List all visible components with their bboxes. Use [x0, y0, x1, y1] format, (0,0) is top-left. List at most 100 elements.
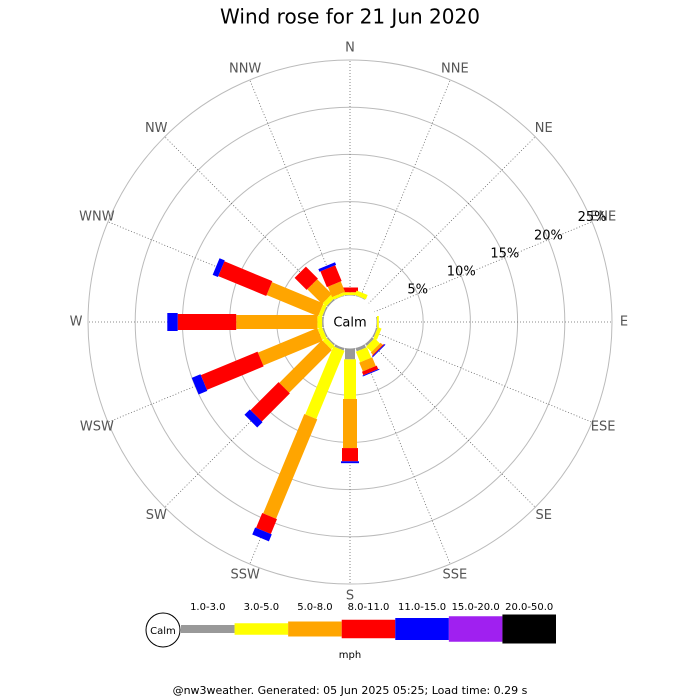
bar-segment: [307, 279, 332, 304]
legend-swatch: [448, 616, 503, 642]
direction-label: W: [70, 315, 83, 330]
bar-segment: [342, 448, 358, 462]
spoke: [373, 331, 593, 423]
direction-label: SW: [146, 508, 167, 523]
bar-segment: [244, 409, 263, 428]
legend-swatch: [502, 614, 556, 644]
direction-label: NW: [145, 121, 168, 136]
legend-label: 20.0-50.0: [505, 602, 553, 613]
bar-segment: [322, 306, 328, 317]
bar-segment: [334, 344, 345, 351]
spoke: [359, 345, 451, 565]
bar-segment: [305, 346, 345, 419]
bar-segment: [326, 336, 336, 346]
bar-segment: [236, 315, 318, 329]
bar-segment: [294, 266, 318, 290]
direction-label: NNW: [229, 61, 261, 76]
spoke: [368, 136, 536, 304]
bar-segment: [359, 357, 376, 372]
bar-segment: [200, 351, 264, 390]
legend-swatch: [341, 619, 396, 639]
ring-label: 25%: [578, 210, 607, 225]
bar-segment: [345, 348, 355, 360]
spoke: [359, 79, 451, 299]
direction-label: NE: [535, 121, 553, 136]
bar-segment: [343, 398, 357, 449]
calm-label: Calm: [333, 316, 366, 331]
bar-segment: [318, 304, 327, 317]
direction-label: NNE: [441, 61, 469, 76]
bar-segment: [327, 281, 346, 298]
bar-segment: [372, 327, 378, 338]
legend-label: 15.0-20.0: [452, 602, 500, 613]
bar-segment: [218, 261, 273, 296]
bar-segment: [342, 287, 358, 293]
direction-label: SSW: [230, 568, 260, 583]
direction-label: SSE: [442, 568, 467, 583]
legend-label: 8.0-11.0: [348, 602, 390, 613]
grid-ring: [134, 106, 566, 538]
bar-segment: [372, 344, 386, 358]
bar-segment: [366, 338, 380, 352]
bar-segment: [362, 368, 380, 377]
bar-segment: [191, 374, 208, 395]
legend-swatch: [288, 621, 342, 637]
chart-title: Wind rose for 21 Jun 2020: [220, 5, 480, 29]
bar-segment: [370, 342, 383, 355]
bar-segment: [177, 314, 237, 330]
direction-bar: [341, 348, 359, 464]
spoke: [368, 340, 536, 508]
legend-label: 3.0-5.0: [244, 602, 279, 613]
direction-label: SE: [536, 508, 552, 523]
calm-circle: [323, 295, 377, 349]
ring-label: 20%: [534, 228, 563, 243]
bar-segment: [212, 258, 225, 278]
direction-bar: [294, 266, 336, 308]
bar-segment: [257, 328, 323, 366]
direction-bar: [252, 344, 345, 542]
direction-label: N: [345, 41, 355, 56]
direction-bar: [364, 336, 386, 358]
direction-bar: [244, 336, 336, 428]
legend-label: 5.0-8.0: [297, 602, 332, 613]
bar-segment: [333, 292, 346, 300]
units: mph: [339, 650, 361, 661]
bar-segment: [326, 298, 336, 308]
direction-bar: [318, 262, 346, 300]
bar-segment: [355, 347, 372, 363]
direction-label: S: [346, 589, 354, 604]
direction-bar: [167, 313, 324, 331]
bar-segment: [373, 327, 382, 340]
bar-segment: [322, 327, 328, 338]
bar-segment: [317, 327, 327, 341]
legend-swatch: [395, 618, 449, 640]
direction-label: WNW: [79, 210, 115, 225]
direction-label: ESE: [591, 419, 616, 434]
direction-bar: [372, 327, 382, 340]
direction-label: WSW: [80, 419, 114, 434]
bar-segment: [322, 337, 335, 350]
direction-bar: [355, 344, 380, 377]
bar-segment: [263, 413, 318, 519]
ring-label: 15%: [490, 246, 519, 261]
direction-label: ENE: [590, 210, 616, 225]
bar-segment: [376, 316, 379, 328]
footer: @nw3weather. Generated: 05 Jun 2025 05:2…: [173, 684, 528, 697]
bar-segment: [344, 359, 356, 399]
bar-segment: [355, 344, 367, 352]
bar-segment: [279, 340, 332, 393]
direction-bar: [191, 327, 328, 395]
legend-swatch: [234, 623, 289, 635]
spoke: [249, 79, 341, 299]
bar-segment: [266, 282, 324, 317]
bar-segment: [256, 513, 277, 534]
bar-segment: [252, 527, 272, 542]
bar-segment: [361, 365, 379, 376]
bar-segment: [250, 382, 290, 422]
bar-segment: [167, 313, 178, 331]
bar-segment: [341, 461, 359, 464]
legend-calm-circle: [145, 612, 181, 648]
bar-segment: [354, 290, 368, 300]
bar-segment: [320, 265, 342, 288]
